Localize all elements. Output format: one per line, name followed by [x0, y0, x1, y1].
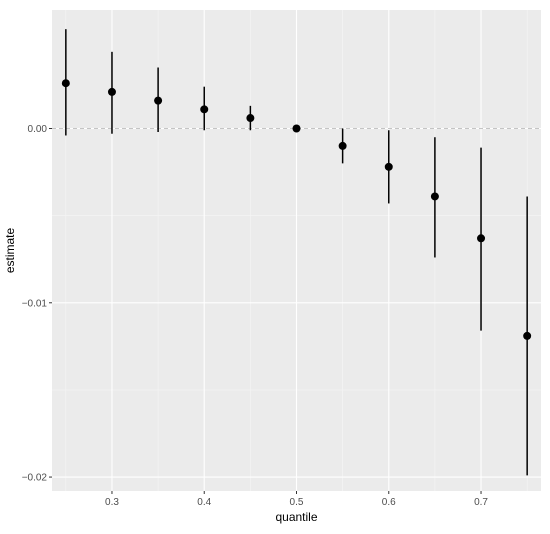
y-axis-ticks: −0.02 −0.01 0.00 — [22, 124, 52, 484]
y-axis-title: estimate — [3, 228, 17, 274]
x-axis-ticks: 0.3 0.4 0.5 0.6 0.7 — [105, 491, 488, 508]
y-tick-label: −0.01 — [22, 298, 48, 309]
x-tick-label: 0.5 — [290, 497, 304, 508]
point-range — [292, 124, 301, 133]
estimate-point — [200, 105, 209, 114]
estimate-point — [477, 234, 486, 243]
point-range — [200, 86, 209, 131]
estimate-point — [61, 79, 70, 88]
estimate-point — [338, 141, 347, 150]
estimate-point — [292, 124, 301, 133]
estimate-point — [384, 162, 393, 171]
point-range — [61, 29, 70, 136]
x-tick-label: 0.7 — [474, 497, 488, 508]
x-tick-label: 0.3 — [105, 497, 119, 508]
y-tick-label: 0.00 — [28, 124, 48, 135]
point-range — [338, 128, 347, 164]
point-range — [107, 51, 116, 134]
x-tick-label: 0.4 — [197, 497, 211, 508]
estimate-point — [246, 114, 255, 123]
point-range — [154, 67, 163, 132]
point-range — [523, 196, 532, 476]
point-ranges — [61, 29, 532, 476]
estimate-point — [430, 192, 439, 201]
x-axis-title: quantile — [275, 510, 317, 524]
estimate-point — [107, 87, 116, 96]
estimate-point — [154, 96, 163, 105]
point-range — [430, 137, 439, 258]
point-range — [246, 105, 255, 131]
x-tick-label: 0.6 — [382, 497, 396, 508]
estimate-point — [523, 331, 532, 340]
point-range — [384, 130, 393, 204]
point-range — [477, 147, 486, 331]
y-tick-label: −0.02 — [22, 473, 48, 484]
